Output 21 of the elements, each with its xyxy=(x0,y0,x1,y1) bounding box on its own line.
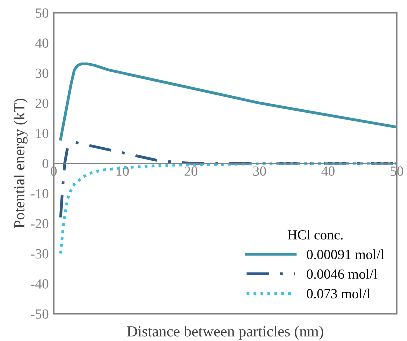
legend-label: 0.073 mol/l xyxy=(307,288,370,299)
legend-label: 0.00091 mol/l xyxy=(307,250,384,260)
y-tick-label: -30 xyxy=(31,249,49,259)
y-tick-label: -40 xyxy=(31,279,49,289)
y-tick-label: 50 xyxy=(36,8,49,18)
y-tick-label: 30 xyxy=(36,68,49,78)
y-tick-label: -50 xyxy=(31,310,49,319)
y-tick-label: -10 xyxy=(31,189,49,199)
legend-title: HCl conc. xyxy=(288,230,343,240)
y-tick-label: 20 xyxy=(36,98,49,108)
line-series xyxy=(59,62,397,141)
y-tick-label: 40 xyxy=(36,38,49,48)
y-tick-label: 10 xyxy=(36,128,49,138)
x-tick-label: 30 xyxy=(254,166,266,176)
y-tick-label: 0 xyxy=(42,159,49,168)
x-tick-label: 20 xyxy=(184,166,198,176)
legend-label: 0.0046 mol/l xyxy=(307,269,378,280)
x-axis-title: Distance between particles (nm) xyxy=(127,326,324,340)
y-tick-label: -20 xyxy=(31,219,49,229)
x-tick-label: 40 xyxy=(322,166,335,176)
y-axis-title: Potential energy (kT) xyxy=(14,98,28,228)
